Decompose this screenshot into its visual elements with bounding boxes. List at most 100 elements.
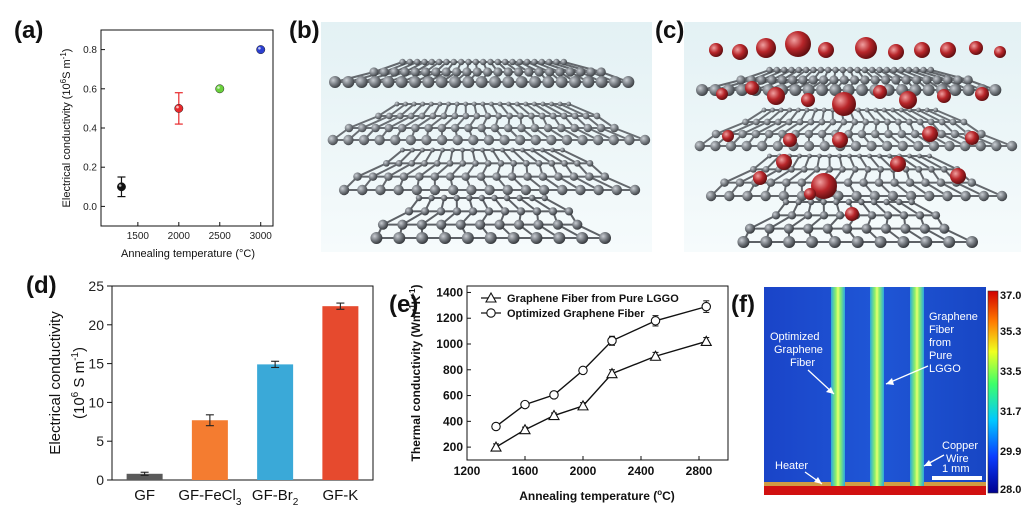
intercalant-atom — [994, 46, 1006, 58]
chart-e-point-circle — [578, 365, 588, 376]
chart-e-point-triangle — [548, 409, 560, 421]
annot-optimized-2: Graphene — [774, 344, 823, 356]
intercalant-atom — [709, 43, 723, 57]
chart-a-ytick-label: 0.2 — [83, 163, 97, 174]
graphene-sheet — [327, 101, 651, 146]
chart-e-ytick-label: 800 — [443, 363, 463, 377]
chart-e: Annealing temperature (oC) Thermal condu… — [408, 285, 729, 503]
colorbar-label-3: 33.5 — [1000, 366, 1021, 378]
fiber-copper-wire — [910, 287, 924, 486]
fiber-pure-lggo — [870, 287, 884, 486]
intercalant-atom — [969, 41, 983, 55]
chart-a-ytick-label: 0.4 — [83, 124, 97, 135]
intercalant-atom — [975, 87, 989, 101]
chart-e-frame — [466, 285, 729, 461]
chart-a-point-highlight — [118, 184, 122, 187]
annot-pure-1: Graphene — [929, 311, 978, 323]
graphene-layers-illustration — [321, 22, 652, 252]
chart-a-ylabel: Electrical conductivity (106S m-1) — [59, 49, 73, 208]
annot-copper-2: Wire — [946, 453, 969, 465]
colorbar-label-4: 31.7 — [1000, 406, 1021, 418]
legend-triangle-marker — [485, 291, 497, 303]
chart-d-ytick-label: 25 — [88, 278, 104, 294]
chart-e-xtick-label: 1200 — [454, 464, 481, 478]
annot-optimized-1: Optimized — [770, 331, 820, 343]
chart-a-frame — [100, 29, 274, 227]
chart-e-xtick-label: 2400 — [628, 464, 655, 478]
intercalant-atom — [722, 130, 734, 142]
annot-pure-2: Fiber — [929, 324, 954, 336]
annot-pure-4: Pure — [929, 350, 952, 362]
graphene-sheet — [370, 194, 611, 244]
intercalant-atom — [785, 31, 811, 57]
chart-a-ytick-label: 0.8 — [83, 45, 97, 56]
fiber-optimized — [831, 287, 845, 486]
colorbar-label-6: 28.0 — [1000, 484, 1021, 496]
chart-d-bar — [191, 420, 228, 480]
chart-d-category-label: GF-K — [322, 487, 358, 504]
scale-bar — [932, 476, 982, 480]
intercalant-atom — [767, 87, 785, 105]
chart-e-point-triangle — [606, 367, 618, 379]
intercalant-atom — [914, 42, 930, 58]
chart-d-ylabel-line1: Electrical conductivity — [47, 311, 64, 455]
chart-d-ytick-label: 10 — [88, 394, 104, 410]
legend-circle-marker — [486, 308, 496, 318]
panel-label-d: (d) — [26, 272, 57, 299]
chart-e-xtick-label: 2800 — [686, 464, 713, 478]
chart-d-bar — [322, 306, 359, 480]
chart-e-xtick-label: 2000 — [570, 464, 597, 478]
chart-a-point-highlight — [217, 86, 220, 89]
chart-e-ytick-label: 400 — [443, 414, 463, 428]
chart-d-category-label: GF-FeCl3 — [178, 487, 242, 508]
annot-pure-5: LGGO — [929, 363, 961, 375]
panel-label-a: (a) — [14, 17, 43, 44]
chart-a-point — [117, 182, 126, 192]
thermal-image: Optimized Graphene Fiber Graphene Fiber … — [764, 287, 1021, 496]
scale-bar-label: 1 mm — [942, 463, 970, 475]
chart-e-point-triangle — [577, 399, 589, 411]
chart-d-category-label: GF-Br2 — [252, 487, 299, 508]
chart-a: Annealing temperature (°C) Electrical co… — [59, 29, 274, 260]
annot-optimized-3: Fiber — [790, 357, 815, 369]
intercalant-atom — [937, 89, 951, 103]
intercalant-atom — [940, 42, 956, 58]
chart-a-xtick-label: 1500 — [127, 231, 150, 242]
chart-d-category-label: GF — [134, 487, 155, 504]
panel-label-f: (f) — [731, 291, 755, 318]
annot-pure-3: from — [929, 337, 951, 349]
chart-e-point-circle — [549, 390, 559, 400]
intercalated-layers-illustration — [684, 22, 1021, 252]
graphene-sheet — [338, 147, 641, 196]
colorbar — [987, 290, 999, 494]
chart-d: Electrical conductivity (106 S m-1) 0 5 10… — [47, 278, 374, 508]
chart-e-ytick-label: 200 — [443, 440, 463, 454]
chart-e-ytick-label: 600 — [443, 389, 463, 403]
annot-copper-1: Copper — [942, 440, 978, 452]
chart-d-frame — [111, 285, 374, 481]
intercalant-atom — [776, 154, 792, 170]
chart-e-legend: Graphene Fiber from Pure LGGO Optimized … — [481, 291, 679, 320]
intercalant-atom — [845, 207, 859, 221]
intercalant-atom — [899, 91, 917, 109]
intercalant-atom — [801, 93, 815, 107]
chart-a-xtick-label: 3000 — [250, 231, 273, 242]
intercalant-atom — [716, 88, 728, 100]
legend-series-2: Optimized Graphene Fiber — [507, 308, 645, 320]
chart-e-point-triangle — [490, 440, 502, 452]
legend-series-1: Graphene Fiber from Pure LGGO — [507, 293, 679, 305]
intercalant-atom — [832, 92, 856, 116]
intercalant-atom — [811, 173, 837, 199]
colorbar-labels: 37.0 35.3 33.5 31.7 29.9 28.0 — [1000, 290, 1021, 496]
chart-a-point-highlight — [176, 105, 179, 109]
chart-d-bar — [126, 473, 163, 480]
chart-a-point-highlight — [258, 47, 261, 50]
chart-a-xlabel: Annealing temperature (°C) — [121, 248, 255, 260]
chart-e-point-circle — [520, 399, 530, 410]
intercalant-atom — [888, 44, 904, 60]
intercalant-atom — [890, 156, 906, 172]
chart-e-point-triangle — [649, 350, 662, 361]
intercalant-atom — [745, 81, 759, 95]
intercalant-atom — [950, 168, 966, 184]
